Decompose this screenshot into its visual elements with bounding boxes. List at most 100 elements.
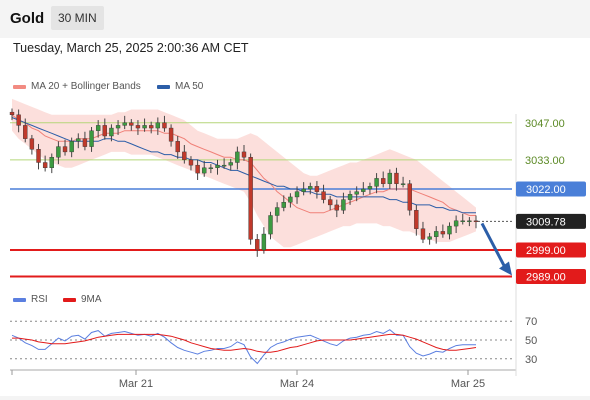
ma20-swatch — [13, 84, 26, 89]
candle-body — [400, 183, 406, 185]
candle-body — [228, 162, 233, 166]
candle-body — [288, 196, 293, 203]
candle-body — [447, 225, 452, 235]
candle-body — [314, 186, 320, 192]
ma50-swatch — [157, 84, 170, 89]
x-tick-label: Mar 24 — [280, 378, 314, 390]
candle-body — [208, 167, 214, 170]
level-label: 3009.78 — [526, 216, 566, 228]
candle-body — [420, 228, 426, 240]
candle-body — [434, 231, 439, 237]
candle-body — [69, 141, 74, 153]
candle-body — [149, 125, 154, 129]
candle-body — [29, 138, 35, 150]
timeframe-button[interactable]: 30 MIN — [51, 6, 104, 30]
candle-body — [221, 164, 227, 167]
candle-body — [374, 178, 379, 187]
candle-body — [274, 207, 280, 216]
candle-body — [135, 125, 141, 129]
candle-body — [162, 122, 167, 129]
candle-body — [460, 220, 465, 223]
level-label: 3033.00 — [525, 155, 565, 167]
candle-body — [62, 146, 68, 153]
symbol-title: Gold — [10, 10, 45, 27]
rsi-9ma-line — [12, 333, 477, 353]
candle-body — [261, 233, 267, 251]
candle-body — [341, 199, 346, 211]
candle-body — [49, 156, 54, 168]
level-label: 3047.00 — [525, 118, 565, 130]
candle-body — [129, 122, 134, 126]
candle-body — [142, 125, 147, 129]
candle-body — [281, 202, 286, 208]
ma50-line — [11, 117, 476, 214]
candle-body — [473, 220, 479, 223]
candle-body — [82, 138, 88, 147]
rsi-line — [11, 329, 476, 365]
candle-body — [155, 122, 161, 129]
candle-body — [188, 159, 194, 166]
legend-rsi: RSI — [13, 294, 48, 305]
candle-body — [102, 125, 107, 137]
candle-body — [168, 127, 174, 142]
candle-body — [414, 209, 419, 229]
level-label-box — [516, 213, 586, 229]
level-label: 2999.00 — [526, 245, 566, 257]
bottom-frame — [0, 396, 590, 400]
candle-body — [387, 172, 393, 184]
candle-body — [294, 191, 300, 198]
candle-body — [321, 191, 326, 200]
candle-body — [268, 215, 273, 235]
candle-body — [235, 151, 240, 163]
legend-ma50: MA 50 — [157, 81, 203, 92]
level-label: 3022.00 — [526, 184, 566, 196]
candle-body — [241, 151, 247, 158]
candle-body — [255, 239, 260, 251]
rsi-tick-label: 70 — [525, 316, 537, 328]
legend-ma20-bollinger: MA 20 + Bollinger Bands — [13, 81, 141, 92]
level-label-box — [516, 242, 586, 258]
candle-body — [354, 191, 359, 195]
x-tick-label: Mar 21 — [119, 378, 153, 390]
level-label-box — [516, 181, 586, 197]
9ma-swatch — [63, 297, 76, 302]
forecast-arrow-head — [499, 261, 512, 276]
candle-body — [9, 111, 15, 116]
candle-body — [56, 146, 61, 158]
candle-body — [467, 220, 472, 223]
candle-body — [440, 231, 446, 235]
rsi-tick-label: 30 — [525, 354, 537, 366]
candle-body — [215, 164, 220, 168]
candle-body — [42, 162, 48, 169]
candle-body — [327, 199, 333, 206]
candle-body — [308, 186, 313, 190]
candle-body — [23, 125, 28, 139]
candle-body — [195, 164, 200, 174]
candle-body — [407, 183, 412, 211]
top-toolbar: Gold 30 MIN — [0, 0, 590, 38]
candle-body — [36, 149, 41, 163]
forecast-arrow-shaft — [480, 222, 507, 269]
candle-body — [202, 167, 207, 174]
level-label-box — [516, 268, 586, 284]
x-tick-label: Mar 25 — [451, 378, 485, 390]
candle-body — [381, 178, 386, 184]
rsi-swatch — [13, 297, 26, 302]
candle-body — [122, 122, 127, 126]
level-label: 2989.00 — [526, 271, 566, 283]
candle-body — [394, 172, 399, 184]
candle-body — [453, 220, 459, 227]
candle-body — [109, 127, 114, 137]
candle-body — [76, 138, 81, 142]
candle-body — [361, 188, 366, 192]
candle-body — [427, 236, 432, 240]
chart-datetime: Tuesday, March 25, 2025 2:00:36 AM CET — [13, 41, 249, 55]
candle-body — [175, 141, 180, 153]
candle-body — [367, 186, 373, 190]
candle-body — [248, 156, 253, 240]
candle-body — [89, 130, 94, 147]
candle-body — [301, 188, 306, 192]
candle-body — [182, 151, 187, 161]
candle-body — [347, 194, 353, 200]
